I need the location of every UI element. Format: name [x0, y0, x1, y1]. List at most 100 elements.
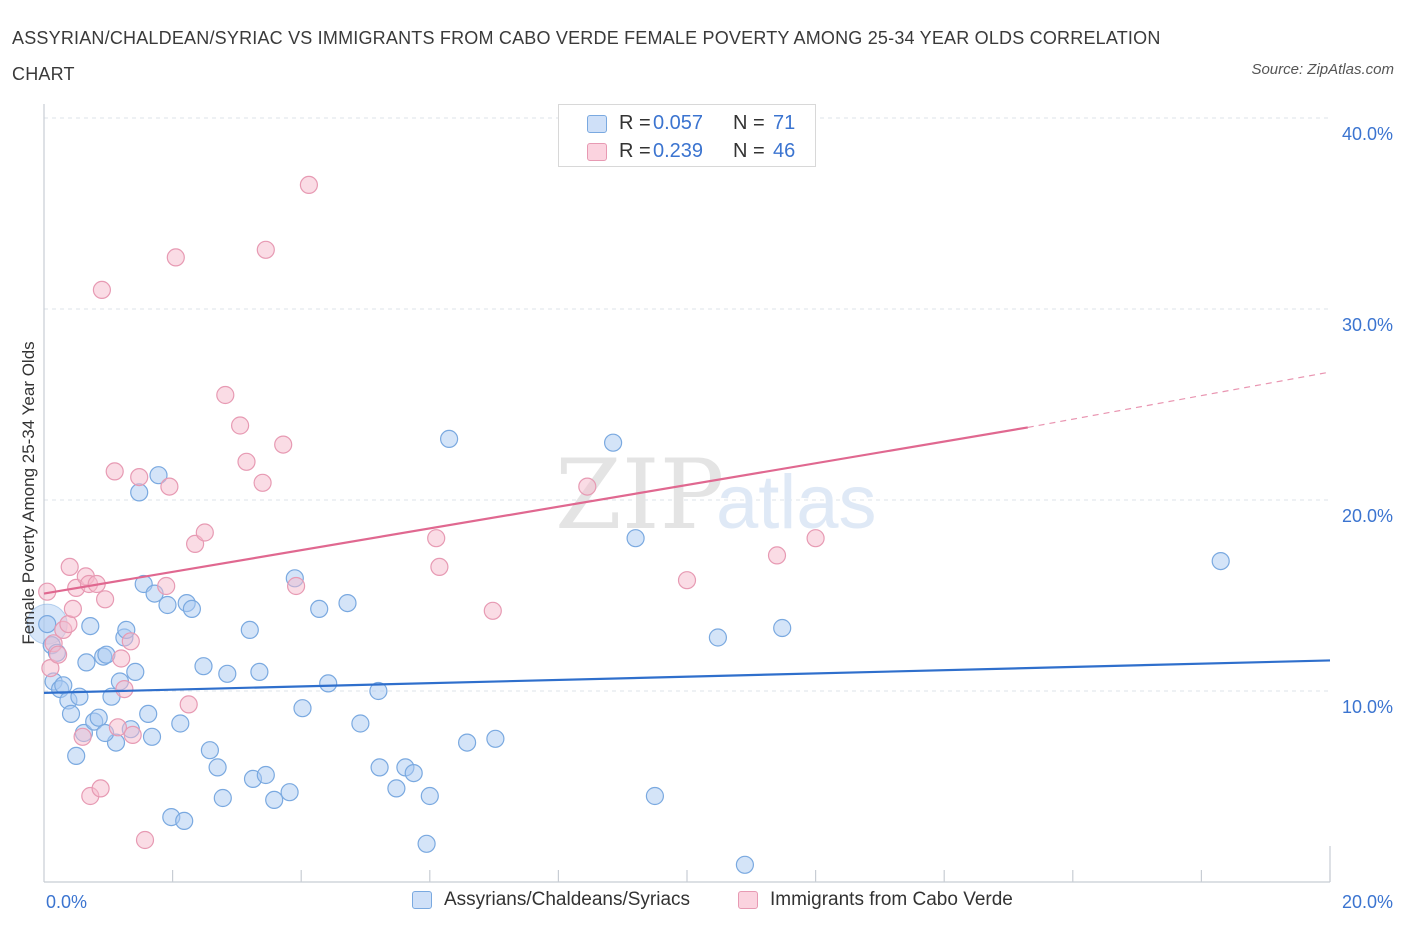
assyrian-point — [265, 790, 284, 810]
cabo-verde-point — [287, 576, 306, 596]
assyrian-point — [194, 657, 213, 676]
y-axis-label: Female Poverty Among 25-34 Year Olds — [19, 341, 38, 644]
cabo-verde-point — [578, 477, 597, 496]
assyrian-point — [293, 699, 312, 718]
assyrian-point — [735, 855, 755, 874]
assyrian-point — [370, 758, 389, 777]
legend-n-value: 46 — [773, 140, 796, 162]
assyrian-point — [240, 620, 259, 640]
cabo-verde-point — [767, 546, 787, 565]
assyrian-point — [280, 783, 299, 802]
data-points — [26, 175, 1230, 874]
source-label: Source: ZipAtlas.com — [1251, 61, 1394, 78]
cabo-verde-point — [299, 175, 318, 194]
cabo-verde-point — [806, 529, 825, 548]
series-label: Immigrants from Cabo Verde — [770, 889, 1013, 910]
assyrian-point — [319, 674, 338, 693]
cabo-verde-point — [115, 679, 134, 699]
cabo-verde-point — [195, 523, 214, 542]
x-tick-label: 0.0% — [46, 892, 87, 912]
assyrian-point — [97, 645, 116, 664]
cabo-verde-point — [60, 557, 79, 577]
assyrian-point — [130, 483, 149, 502]
axes — [43, 104, 1330, 883]
cabo-verde-point — [427, 529, 446, 548]
cabo-verde-trend-extension — [1027, 371, 1331, 429]
cabo-verde-point — [483, 601, 502, 620]
cabo-verde-trend-line — [43, 426, 1028, 595]
assyrian-point — [208, 758, 227, 777]
assyrian-point — [142, 727, 162, 746]
trend-lines — [43, 371, 1331, 695]
y-tick-label: 40.0% — [1342, 124, 1393, 144]
correlation-legend: R = 0.057 N = 71 R = 0.239 N = 46 — [558, 104, 816, 167]
cabo-verde-point — [166, 248, 185, 267]
cabo-verde-point — [123, 725, 142, 745]
assyrian-point — [70, 687, 89, 706]
series-label: Assyrians/Chaldeans/Syriacs — [444, 889, 691, 910]
assyrian-point — [603, 433, 623, 452]
assyrian-point — [171, 714, 190, 733]
legend-r-value: 0.057 — [653, 112, 704, 134]
cabo-verde-point — [216, 385, 235, 405]
cabo-verde-point — [256, 240, 275, 259]
assyrian-point — [218, 664, 237, 683]
cabo-verde-point — [157, 576, 176, 596]
assyrian-point — [440, 429, 459, 448]
assyrian-point — [77, 653, 96, 672]
legend-n-label: N = — [733, 140, 765, 162]
assyrian-point — [256, 765, 275, 785]
y-tick-label: 20.0% — [1342, 506, 1393, 526]
legend-swatch-pink — [587, 143, 607, 161]
assyrian-point — [420, 786, 439, 806]
legend-n-label: N = — [733, 112, 765, 134]
assyrian-point — [338, 593, 357, 613]
cabo-verde-point — [91, 779, 110, 798]
y-tick-label: 10.0% — [1342, 697, 1393, 717]
assyrian-point — [213, 788, 232, 808]
cabo-verde-point — [179, 695, 198, 714]
series-swatch-pink — [738, 891, 758, 909]
watermark-atlas: atlas — [716, 460, 877, 545]
assyrian-point — [67, 746, 86, 766]
assyrian-trend-line — [43, 659, 1331, 695]
assyrian-point — [158, 595, 177, 615]
assyrian-point — [458, 733, 477, 752]
cabo-verde-point — [92, 280, 112, 299]
tick-labels: 10.0% 20.0% 30.0% 40.0% 0.0% 20.0% — [46, 124, 1393, 912]
legend-n-value: 71 — [773, 112, 796, 134]
cabo-verde-point — [430, 557, 449, 577]
assyrian-point — [1211, 551, 1230, 571]
assyrian-point — [38, 614, 57, 634]
cabo-verde-point — [73, 727, 92, 746]
cabo-verde-point — [112, 649, 131, 668]
cabo-verde-point — [237, 452, 256, 471]
cabo-verde-point — [231, 416, 250, 435]
assyrian-point — [486, 729, 505, 748]
assyrian-point — [182, 599, 201, 619]
cabo-verde-point — [48, 645, 68, 664]
assyrian-point — [139, 704, 158, 724]
cabo-verde-point — [59, 614, 78, 634]
cabo-verde-point — [95, 590, 115, 609]
assyrian-point — [61, 704, 81, 724]
legend-swatch-blue — [587, 115, 607, 133]
assyrian-point — [369, 681, 388, 701]
assyrian-point — [417, 834, 436, 853]
assyrian-point — [626, 529, 645, 548]
cabo-verde-point — [677, 571, 697, 590]
legend-r-value: 0.239 — [653, 140, 704, 162]
assyrian-point — [126, 662, 145, 682]
assyrian-point — [149, 466, 168, 485]
assyrian-point — [351, 714, 370, 733]
cabo-verde-point — [253, 473, 272, 492]
assyrian-point — [175, 811, 194, 831]
cabo-verde-point — [108, 718, 128, 737]
cabo-verde-point — [160, 477, 179, 496]
assyrian-point — [387, 779, 406, 798]
legend-r-label: R = — [619, 140, 651, 162]
assyrian-point — [404, 763, 423, 783]
assyrian-point — [773, 618, 792, 638]
cabo-verde-point — [105, 462, 124, 481]
